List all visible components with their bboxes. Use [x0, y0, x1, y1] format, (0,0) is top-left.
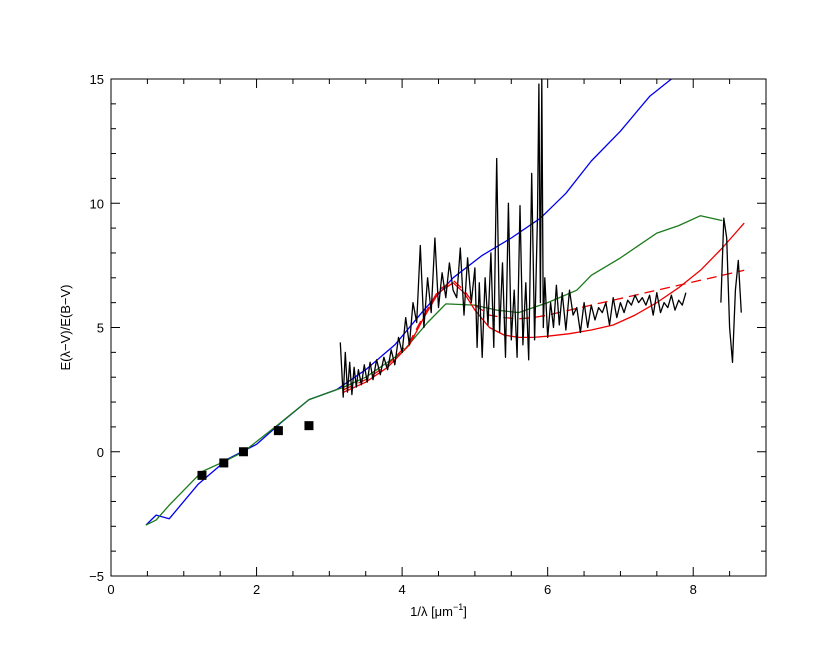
y-tick-label: 0	[97, 445, 104, 460]
x-axis-label-suffix: ]	[463, 604, 467, 619]
x-axis-label: 1/λ [μm−1]	[410, 602, 467, 619]
x-tick-label: 6	[544, 582, 551, 597]
x-axis-label-prefix: 1/λ [μm	[410, 604, 453, 619]
y-tick-label: 5	[97, 321, 104, 336]
series-layer	[145, 78, 745, 526]
plot-frame	[110, 78, 767, 577]
x-tick-label: 0	[107, 582, 114, 597]
y-tick-label: −5	[89, 569, 104, 584]
series-line-6	[720, 217, 742, 363]
series-line-5	[339, 78, 687, 398]
x-tick-label: 4	[398, 582, 405, 597]
x-tick-label: 2	[253, 582, 260, 597]
series-line-4	[343, 269, 745, 391]
data-point	[219, 458, 229, 468]
data-point	[273, 426, 283, 436]
x-tick-label: 8	[690, 582, 697, 597]
data-point	[304, 421, 314, 431]
data-point	[197, 470, 207, 480]
points-layer	[197, 421, 314, 480]
series-line-1	[145, 78, 672, 526]
y-tick-label: 15	[90, 72, 104, 87]
x-axis-label-sup: −1	[453, 602, 463, 612]
data-point	[238, 447, 248, 457]
series-line-3	[343, 222, 745, 393]
ticks-layer	[110, 78, 767, 577]
y-axis-label: E(λ−V)/E(B−V)	[58, 285, 73, 371]
y-tick-label: 10	[90, 196, 104, 211]
